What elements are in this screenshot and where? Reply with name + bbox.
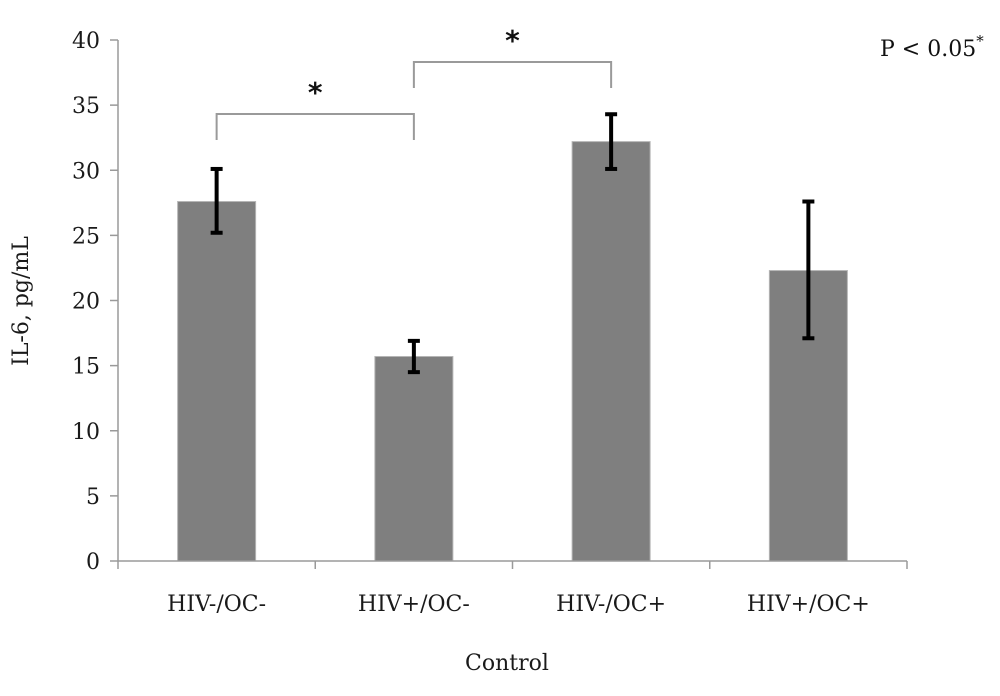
y-tick-label: 15 <box>72 355 100 380</box>
p-value-annotation: P < 0.05* <box>880 32 984 62</box>
significance-brackets: ** <box>215 24 613 140</box>
p-value-text: P < 0.05 <box>880 37 976 62</box>
x-tick-label: HIV+/OC- <box>358 592 470 617</box>
bar-hiv-oc <box>177 201 257 562</box>
x-tick-label: HIV-/OC- <box>167 592 266 617</box>
bar-hiv-oc <box>374 356 454 562</box>
x-axis-tick-labels: HIV-/OC- HIV+/OC- HIV-/OC+ HIV+/OC+ <box>167 592 870 617</box>
y-tick-label: 0 <box>86 550 100 575</box>
y-axis-ticks: 0 5 10 15 20 25 30 35 40 <box>72 29 908 575</box>
significance-star: * <box>308 76 323 109</box>
x-axis-title: Control <box>465 651 549 676</box>
bar-hiv-oc <box>571 141 651 562</box>
x-tick-label: HIV-/OC+ <box>556 592 666 617</box>
x-tick-label: HIV+/OC+ <box>747 592 870 617</box>
bars-group <box>177 141 848 562</box>
y-tick-label: 35 <box>72 94 100 119</box>
significance-bracket <box>215 113 415 140</box>
error-bars-group <box>210 112 815 375</box>
y-tick-label: 25 <box>72 224 100 249</box>
y-tick-label: 20 <box>72 290 100 315</box>
significance-star: * <box>505 24 520 57</box>
y-tick-label: 30 <box>72 159 100 184</box>
y-axis-title: IL-6, pg/mL <box>9 236 34 366</box>
y-tick-label: 5 <box>86 485 100 510</box>
y-tick-label: 40 <box>72 29 100 54</box>
significance-bracket <box>412 61 613 88</box>
p-value-superscript: * <box>976 32 984 50</box>
y-tick-label: 10 <box>72 420 100 445</box>
